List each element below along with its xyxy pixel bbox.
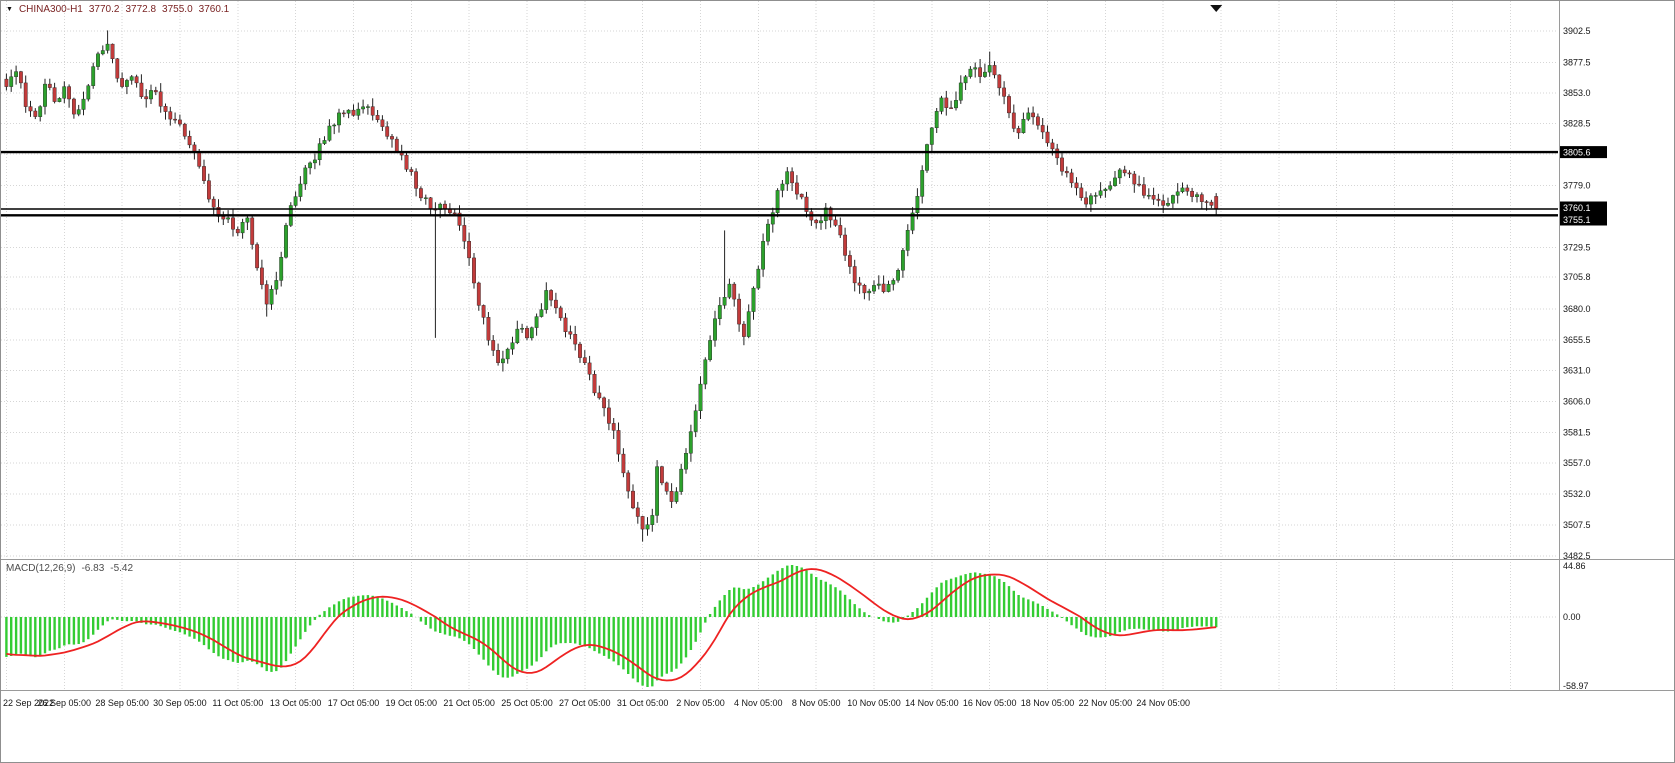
time-axis-label: 17 Oct 05:00 bbox=[328, 698, 380, 708]
time-axis-label: 31 Oct 05:00 bbox=[617, 698, 669, 708]
price-tag-label: 3805.6 bbox=[1563, 148, 1591, 158]
candlestick-series bbox=[4, 30, 1219, 542]
macd-indicator-label: MACD(12,26,9) -6.83 -5.42 bbox=[6, 563, 133, 574]
price-tag bbox=[1560, 213, 1607, 226]
ohlc-close: 3760.1 bbox=[198, 4, 230, 15]
price-axis-label: 3902.5 bbox=[1563, 26, 1591, 36]
price-tag-label: 3760.1 bbox=[1563, 203, 1591, 213]
price-tag bbox=[1560, 201, 1607, 214]
time-axis-label: 14 Nov 05:00 bbox=[905, 698, 959, 708]
time-axis-label: 19 Oct 05:00 bbox=[386, 698, 438, 708]
price-tag-label: 3755.1 bbox=[1563, 215, 1591, 225]
macd-main-value: -6.83 bbox=[81, 563, 105, 574]
macd-histogram bbox=[5, 565, 1218, 687]
time-axis-label: 22 Sep 2022 bbox=[3, 698, 54, 708]
price-axis-label: 3507.5 bbox=[1563, 520, 1591, 530]
price-axis-label: 3606.0 bbox=[1563, 397, 1591, 407]
chart-shift-marker-icon[interactable] bbox=[1210, 5, 1223, 12]
price-axis-label: 3877.5 bbox=[1563, 57, 1591, 67]
time-axis-label: 24 Nov 05:00 bbox=[1136, 698, 1190, 708]
price-axis-label: 3532.0 bbox=[1563, 489, 1591, 499]
macd-axis-label: -58.97 bbox=[1563, 681, 1589, 691]
price-axis-label: 3779.0 bbox=[1563, 180, 1591, 190]
price-axis-label: 3853.0 bbox=[1563, 88, 1591, 98]
time-axis-label: 21 Oct 05:00 bbox=[443, 698, 495, 708]
time-axis-label: 13 Oct 05:00 bbox=[270, 698, 322, 708]
time-axis-label: 18 Nov 05:00 bbox=[1021, 698, 1075, 708]
price-axis-label: 3828.5 bbox=[1563, 119, 1591, 129]
macd-axis-label: 44.86 bbox=[1563, 561, 1586, 571]
ohlc-high: 3772.8 bbox=[125, 4, 157, 15]
time-axis-label: 2 Nov 05:00 bbox=[676, 698, 725, 708]
gridlines bbox=[1, 1, 1558, 690]
macd-axis-label: 0.00 bbox=[1563, 612, 1581, 622]
price-axis-label: 3705.8 bbox=[1563, 272, 1591, 282]
price-axis-label: 3482.5 bbox=[1563, 551, 1591, 561]
price-axis-label: 3631.0 bbox=[1563, 365, 1591, 375]
macd-name: MACD(12,26,9) bbox=[6, 563, 76, 574]
price-level-lines[interactable] bbox=[1, 150, 1558, 217]
ohlc-low: 3755.0 bbox=[162, 4, 193, 15]
macd-axis[interactable]: 44.86 0.00 -58.97 bbox=[1563, 561, 1589, 691]
time-axis-label: 27 Oct 05:00 bbox=[559, 698, 611, 708]
price-axis-label: 3729.5 bbox=[1563, 242, 1591, 252]
symbol-ohlc-readout: ▼ CHINA300-H1 3770.2 3772.8 3755.0 3760.… bbox=[6, 4, 229, 15]
time-axis-label: 11 Oct 05:00 bbox=[212, 698, 263, 708]
time-axis-label: 10 Nov 05:00 bbox=[847, 698, 901, 708]
symbol-dropdown-icon[interactable]: ▼ bbox=[6, 5, 13, 13]
price-axis-label: 3680.0 bbox=[1563, 304, 1591, 314]
time-axis-label: 25 Oct 05:00 bbox=[501, 698, 553, 708]
time-axis-label: 4 Nov 05:00 bbox=[734, 698, 783, 708]
price-tag bbox=[1560, 146, 1607, 159]
time-axis-label: 28 Sep 05:00 bbox=[95, 698, 149, 708]
time-axis-label: 16 Nov 05:00 bbox=[963, 698, 1017, 708]
price-axis-label: 3557.0 bbox=[1563, 458, 1591, 468]
time-axis-label: 26 Sep 05:00 bbox=[38, 698, 92, 708]
price-axis[interactable]: 3902.5 3877.5 3853.0 3828.5 3779.0 3729.5 3705… bbox=[1560, 26, 1607, 561]
ohlc-open: 3770.2 bbox=[88, 4, 120, 15]
symbol-timeframe-label: CHINA300-H1 bbox=[18, 4, 83, 15]
time-axis-label: 30 Sep 05:00 bbox=[153, 698, 207, 708]
time-axis-label: 22 Nov 05:00 bbox=[1079, 698, 1133, 708]
price-axis-label: 3655.5 bbox=[1563, 335, 1591, 345]
time-axis-label: 8 Nov 05:00 bbox=[792, 698, 841, 708]
price-axis-label: 3581.5 bbox=[1563, 427, 1591, 437]
macd-signal-line bbox=[6, 568, 1217, 682]
macd-signal-value: -5.42 bbox=[110, 563, 134, 574]
